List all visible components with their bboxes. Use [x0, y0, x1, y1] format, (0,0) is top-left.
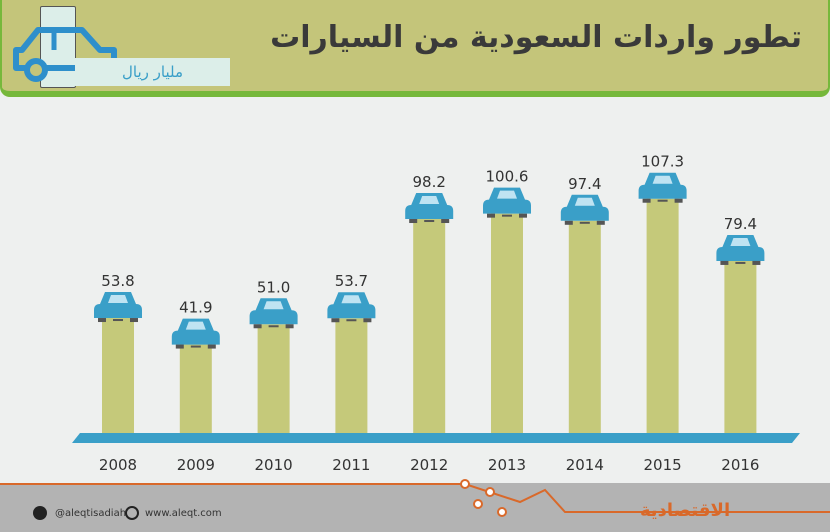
car-marker-icon	[405, 193, 454, 224]
bar-2013	[491, 213, 523, 433]
data-label: 107.3	[641, 153, 684, 171]
car-marker-icon	[327, 292, 376, 323]
x-tick-label: 2011	[332, 456, 370, 474]
car-marker-icon	[716, 234, 765, 265]
bar-2014	[568, 220, 601, 433]
data-label: 53.7	[335, 272, 368, 290]
x-tick-label: 2008	[99, 456, 137, 474]
globe-icon	[125, 506, 139, 520]
twitter-icon	[33, 506, 47, 520]
footer	[0, 483, 830, 532]
car-marker-icon	[560, 194, 609, 225]
data-label: 98.2	[412, 173, 445, 191]
x-tick-label: 2013	[488, 456, 526, 474]
bar-2012	[413, 219, 446, 433]
trend-line-decoration	[0, 479, 830, 517]
bar-2010	[257, 324, 290, 433]
x-tick-label: 2012	[410, 456, 448, 474]
data-label: 53.8	[101, 272, 134, 290]
x-tick-label: 2009	[177, 456, 215, 474]
x-tick-label: 2014	[566, 456, 604, 474]
data-label: 41.9	[179, 299, 212, 317]
x-tick-label: 2010	[255, 456, 293, 474]
x-tick-label: 2015	[644, 456, 682, 474]
baseline-band	[72, 433, 800, 443]
car-marker-icon	[483, 187, 531, 218]
logo: الاقتصادية	[640, 500, 731, 521]
car-marker-icon	[249, 298, 298, 329]
bar-2008	[102, 318, 134, 433]
data-label: 51.0	[257, 278, 290, 296]
bar-2009	[179, 344, 212, 433]
website-link[interactable]: www.aleqt.com	[145, 508, 222, 519]
twitter-handle[interactable]: @aleqtisadiah	[55, 508, 127, 519]
x-tick-label: 2016	[721, 456, 759, 474]
data-label: 97.4	[568, 175, 601, 193]
bar-chart: 53.8 2008 41.9 2009 51.0 2010 53.7 2011 98.2 2012…	[72, 153, 800, 474]
page-title: تطور واردات السعودية من السيارات	[270, 20, 802, 55]
data-label: 100.6	[486, 168, 529, 186]
car-marker-icon	[638, 172, 687, 203]
unit-label: مليار ريال	[75, 58, 230, 86]
data-label: 79.4	[724, 215, 757, 233]
car-marker-icon	[171, 318, 220, 349]
bar-2011	[335, 318, 368, 433]
car-marker-icon	[94, 292, 142, 323]
bar-2016	[724, 260, 757, 433]
bar-2015	[646, 198, 679, 433]
